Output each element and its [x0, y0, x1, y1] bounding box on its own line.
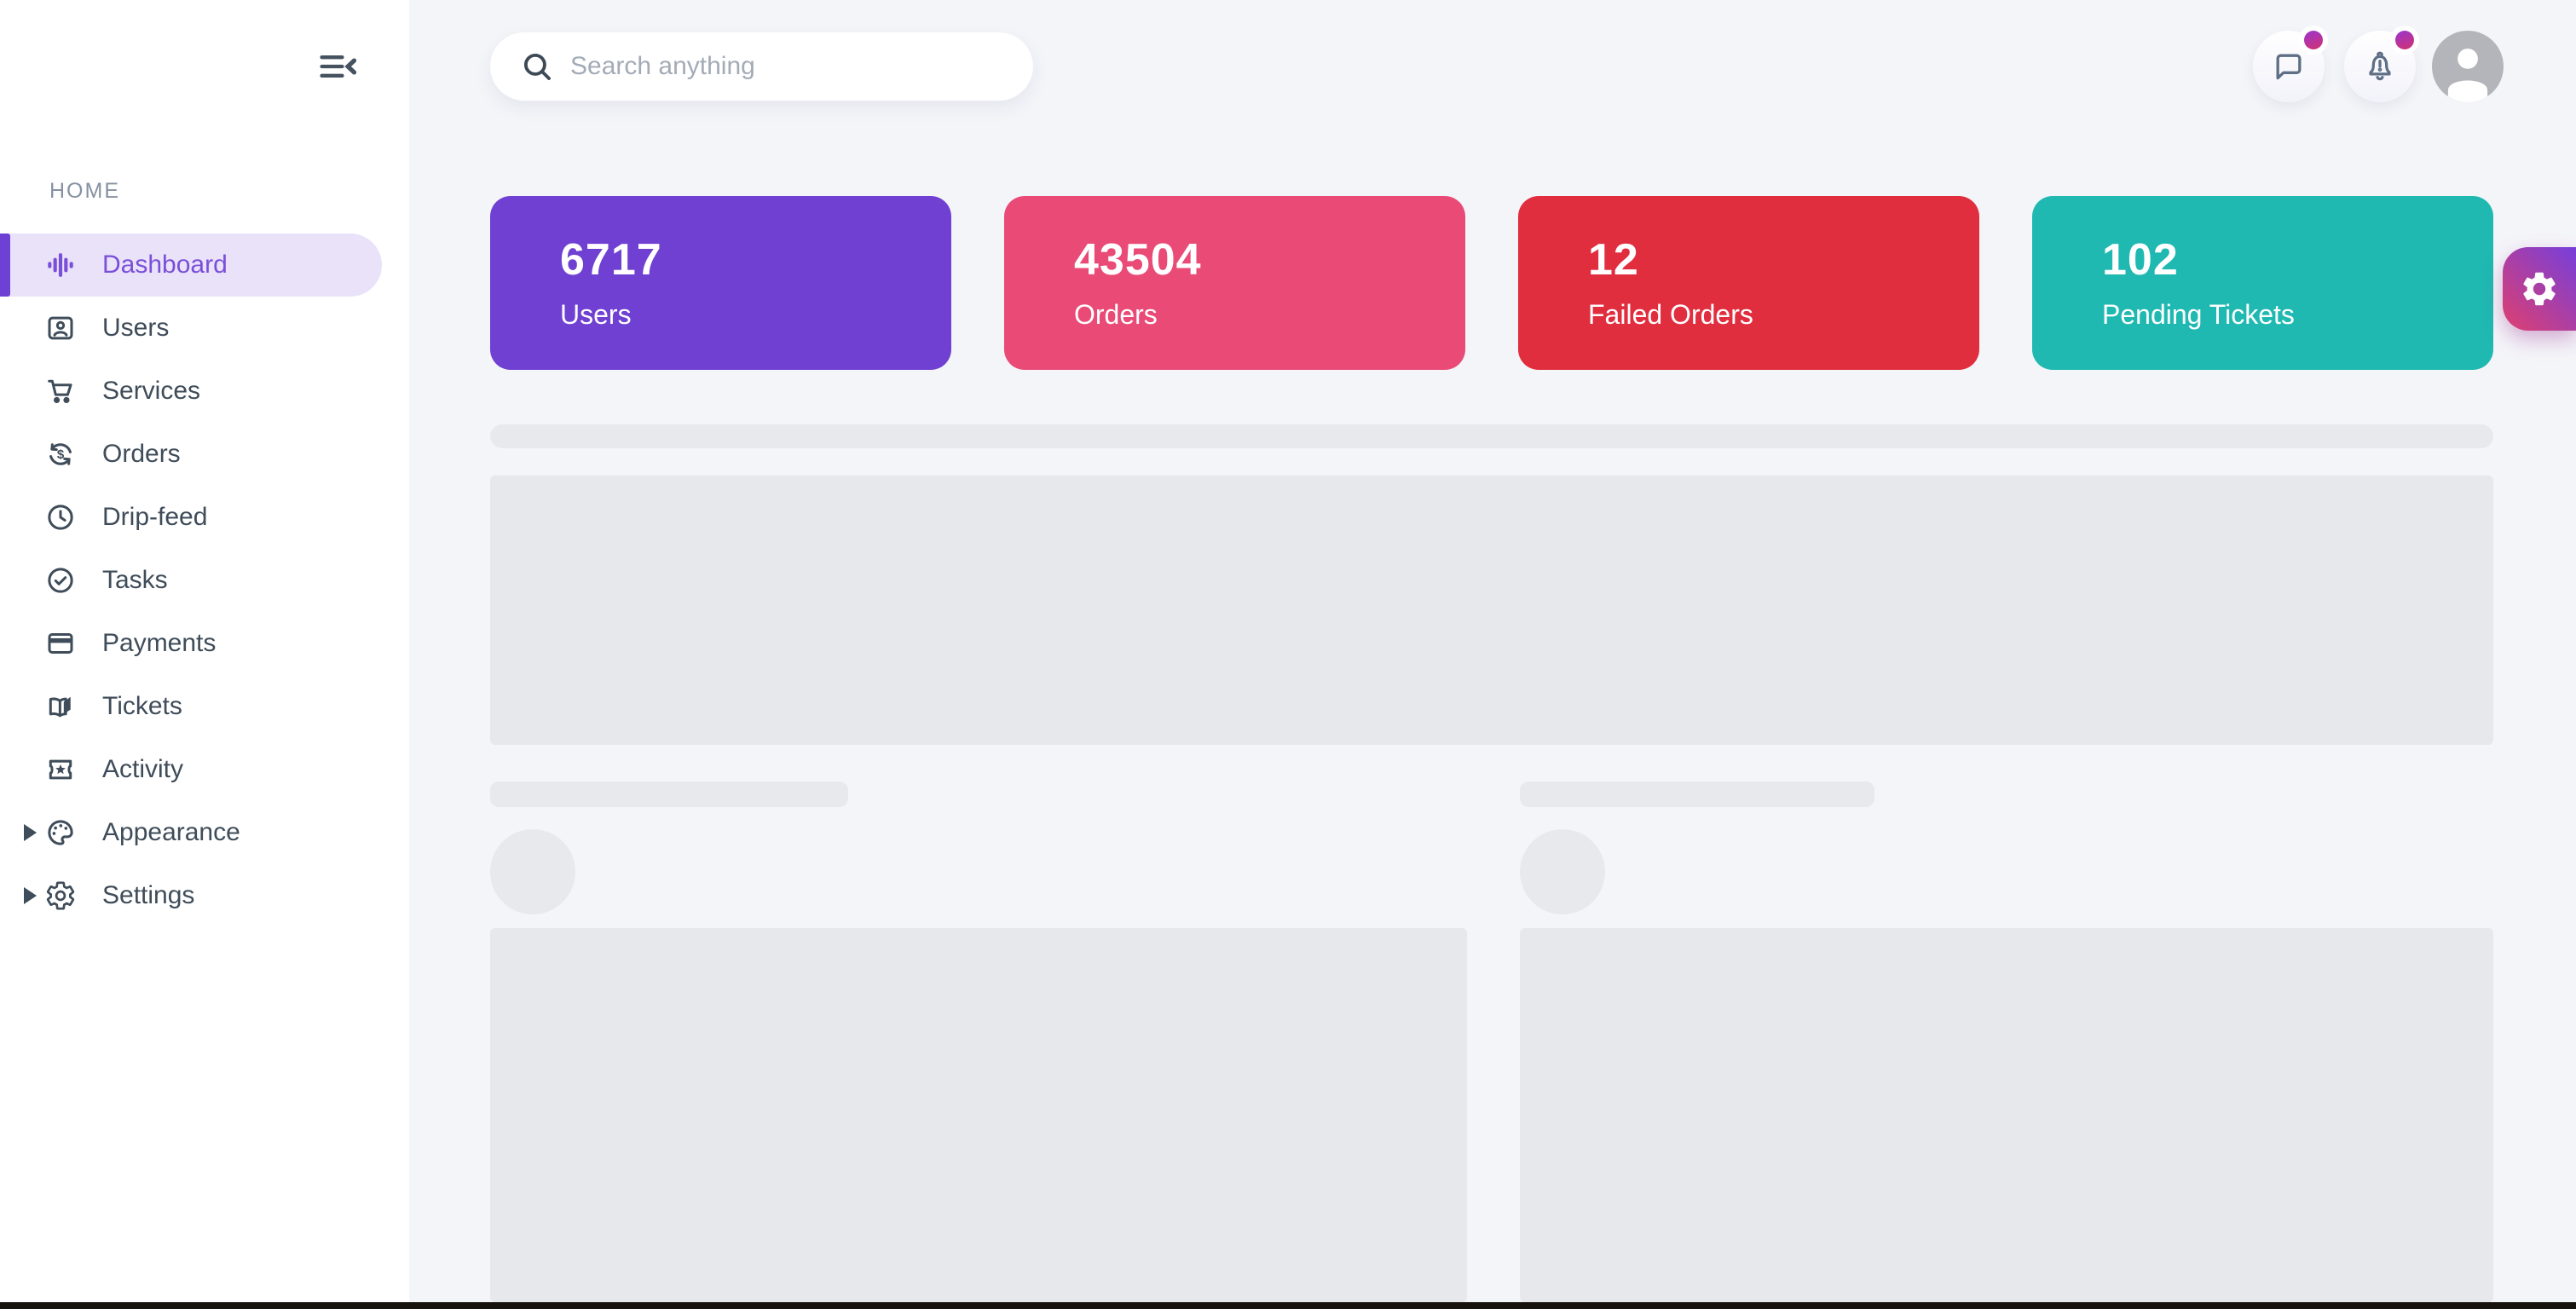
book-open-icon — [44, 690, 77, 723]
sidebar-item-label: Drip-feed — [102, 503, 208, 531]
stat-label: Orders — [1074, 299, 1158, 330]
sidebar-item-label: Tasks — [102, 566, 168, 594]
stat-card-pending-tickets[interactable]: 102 Pending Tickets — [2032, 196, 2493, 370]
skeleton-block — [1520, 928, 2493, 1302]
palette-icon — [44, 816, 77, 849]
sidebar-item-drip-feed[interactable]: Drip-feed — [0, 486, 409, 549]
sidebar-item-label: Appearance — [102, 818, 240, 846]
sidebar-nav: Dashboard Users — [0, 234, 409, 927]
notification-badge — [2299, 26, 2328, 55]
stat-card-failed-orders[interactable]: 12 Failed Orders — [1518, 196, 1979, 370]
chat-icon — [2270, 48, 2307, 85]
gear-icon — [44, 879, 77, 912]
stat-label: Failed Orders — [1588, 299, 1753, 330]
sidebar-item-orders[interactable]: $ Orders — [0, 423, 409, 486]
messages-button[interactable] — [2253, 26, 2328, 102]
search-icon — [519, 49, 555, 84]
window-bottom-edge — [0, 1302, 2576, 1309]
gear-icon — [2519, 268, 2560, 309]
clock-icon — [44, 501, 77, 533]
sidebar-item-label: Users — [102, 314, 170, 342]
check-circle-icon — [44, 564, 77, 597]
expand-caret-icon — [24, 887, 37, 904]
theme-settings-fab[interactable] — [2503, 247, 2576, 331]
stat-value: 12 — [1588, 235, 1639, 285]
search-input[interactable] — [569, 51, 981, 82]
credit-card-icon — [44, 627, 77, 660]
sidebar-item-settings[interactable]: Settings — [0, 864, 409, 927]
skeleton-circle — [1520, 829, 1605, 914]
skeleton-block — [490, 928, 1467, 1302]
ticket-star-icon — [44, 753, 77, 786]
skeleton-block — [490, 476, 2493, 745]
sidebar-section-label: HOME — [49, 179, 120, 203]
sidebar-item-appearance[interactable]: Appearance — [0, 801, 409, 864]
sidebar-item-payments[interactable]: Payments — [0, 612, 409, 675]
sidebar-item-label: Services — [102, 377, 201, 405]
stat-value: 102 — [2102, 235, 2179, 285]
notifications-button[interactable] — [2344, 26, 2419, 102]
person-icon — [2432, 31, 2504, 102]
badge-dot — [2395, 31, 2414, 49]
cash-sync-icon: $ — [44, 438, 77, 470]
equalizer-icon — [44, 249, 77, 281]
sidebar-item-label: Settings — [102, 881, 195, 909]
stat-card-users[interactable]: 6717 Users — [490, 196, 951, 370]
menu-collapse-icon — [315, 44, 360, 89]
badge-dot — [2304, 31, 2323, 49]
stat-value: 43504 — [1074, 235, 1202, 285]
bell-alert-icon — [2360, 47, 2400, 86]
sidebar-item-label: Activity — [102, 755, 184, 783]
sidebar-item-label: Orders — [102, 440, 181, 468]
stat-cards-row: 6717 Users 43504 Orders 12 Failed Orders… — [490, 196, 2493, 370]
sidebar-item-services[interactable]: Services — [0, 360, 409, 423]
expand-caret-icon — [24, 824, 37, 841]
stat-value: 6717 — [560, 235, 662, 285]
search-bar — [490, 32, 1033, 101]
skeleton-bar — [490, 424, 2493, 448]
skeleton-circle — [490, 829, 575, 914]
sidebar-item-activity[interactable]: Activity — [0, 738, 409, 801]
skeleton-bar — [490, 781, 848, 807]
sidebar-item-users[interactable]: Users — [0, 297, 409, 360]
sidebar-item-tasks[interactable]: Tasks — [0, 549, 409, 612]
stat-card-orders[interactable]: 43504 Orders — [1004, 196, 1465, 370]
user-avatar[interactable] — [2432, 31, 2504, 102]
sidebar-item-tickets[interactable]: Tickets — [0, 675, 409, 738]
notification-badge — [2390, 26, 2419, 55]
sidebar: HOME Dashboard — [0, 0, 409, 1302]
skeleton-bar — [1520, 781, 1874, 807]
sidebar-item-label: Payments — [102, 629, 217, 657]
svg-text:$: $ — [57, 447, 65, 462]
sidebar-item-label: Dashboard — [102, 251, 228, 279]
user-card-icon — [44, 312, 77, 344]
stat-label: Users — [560, 299, 632, 330]
stat-label: Pending Tickets — [2102, 299, 2295, 330]
sidebar-item-dashboard[interactable]: Dashboard — [0, 234, 382, 297]
active-indicator — [0, 234, 10, 297]
sidebar-collapse-button[interactable] — [315, 44, 360, 89]
cart-icon — [44, 375, 77, 407]
sidebar-item-label: Tickets — [102, 692, 182, 720]
